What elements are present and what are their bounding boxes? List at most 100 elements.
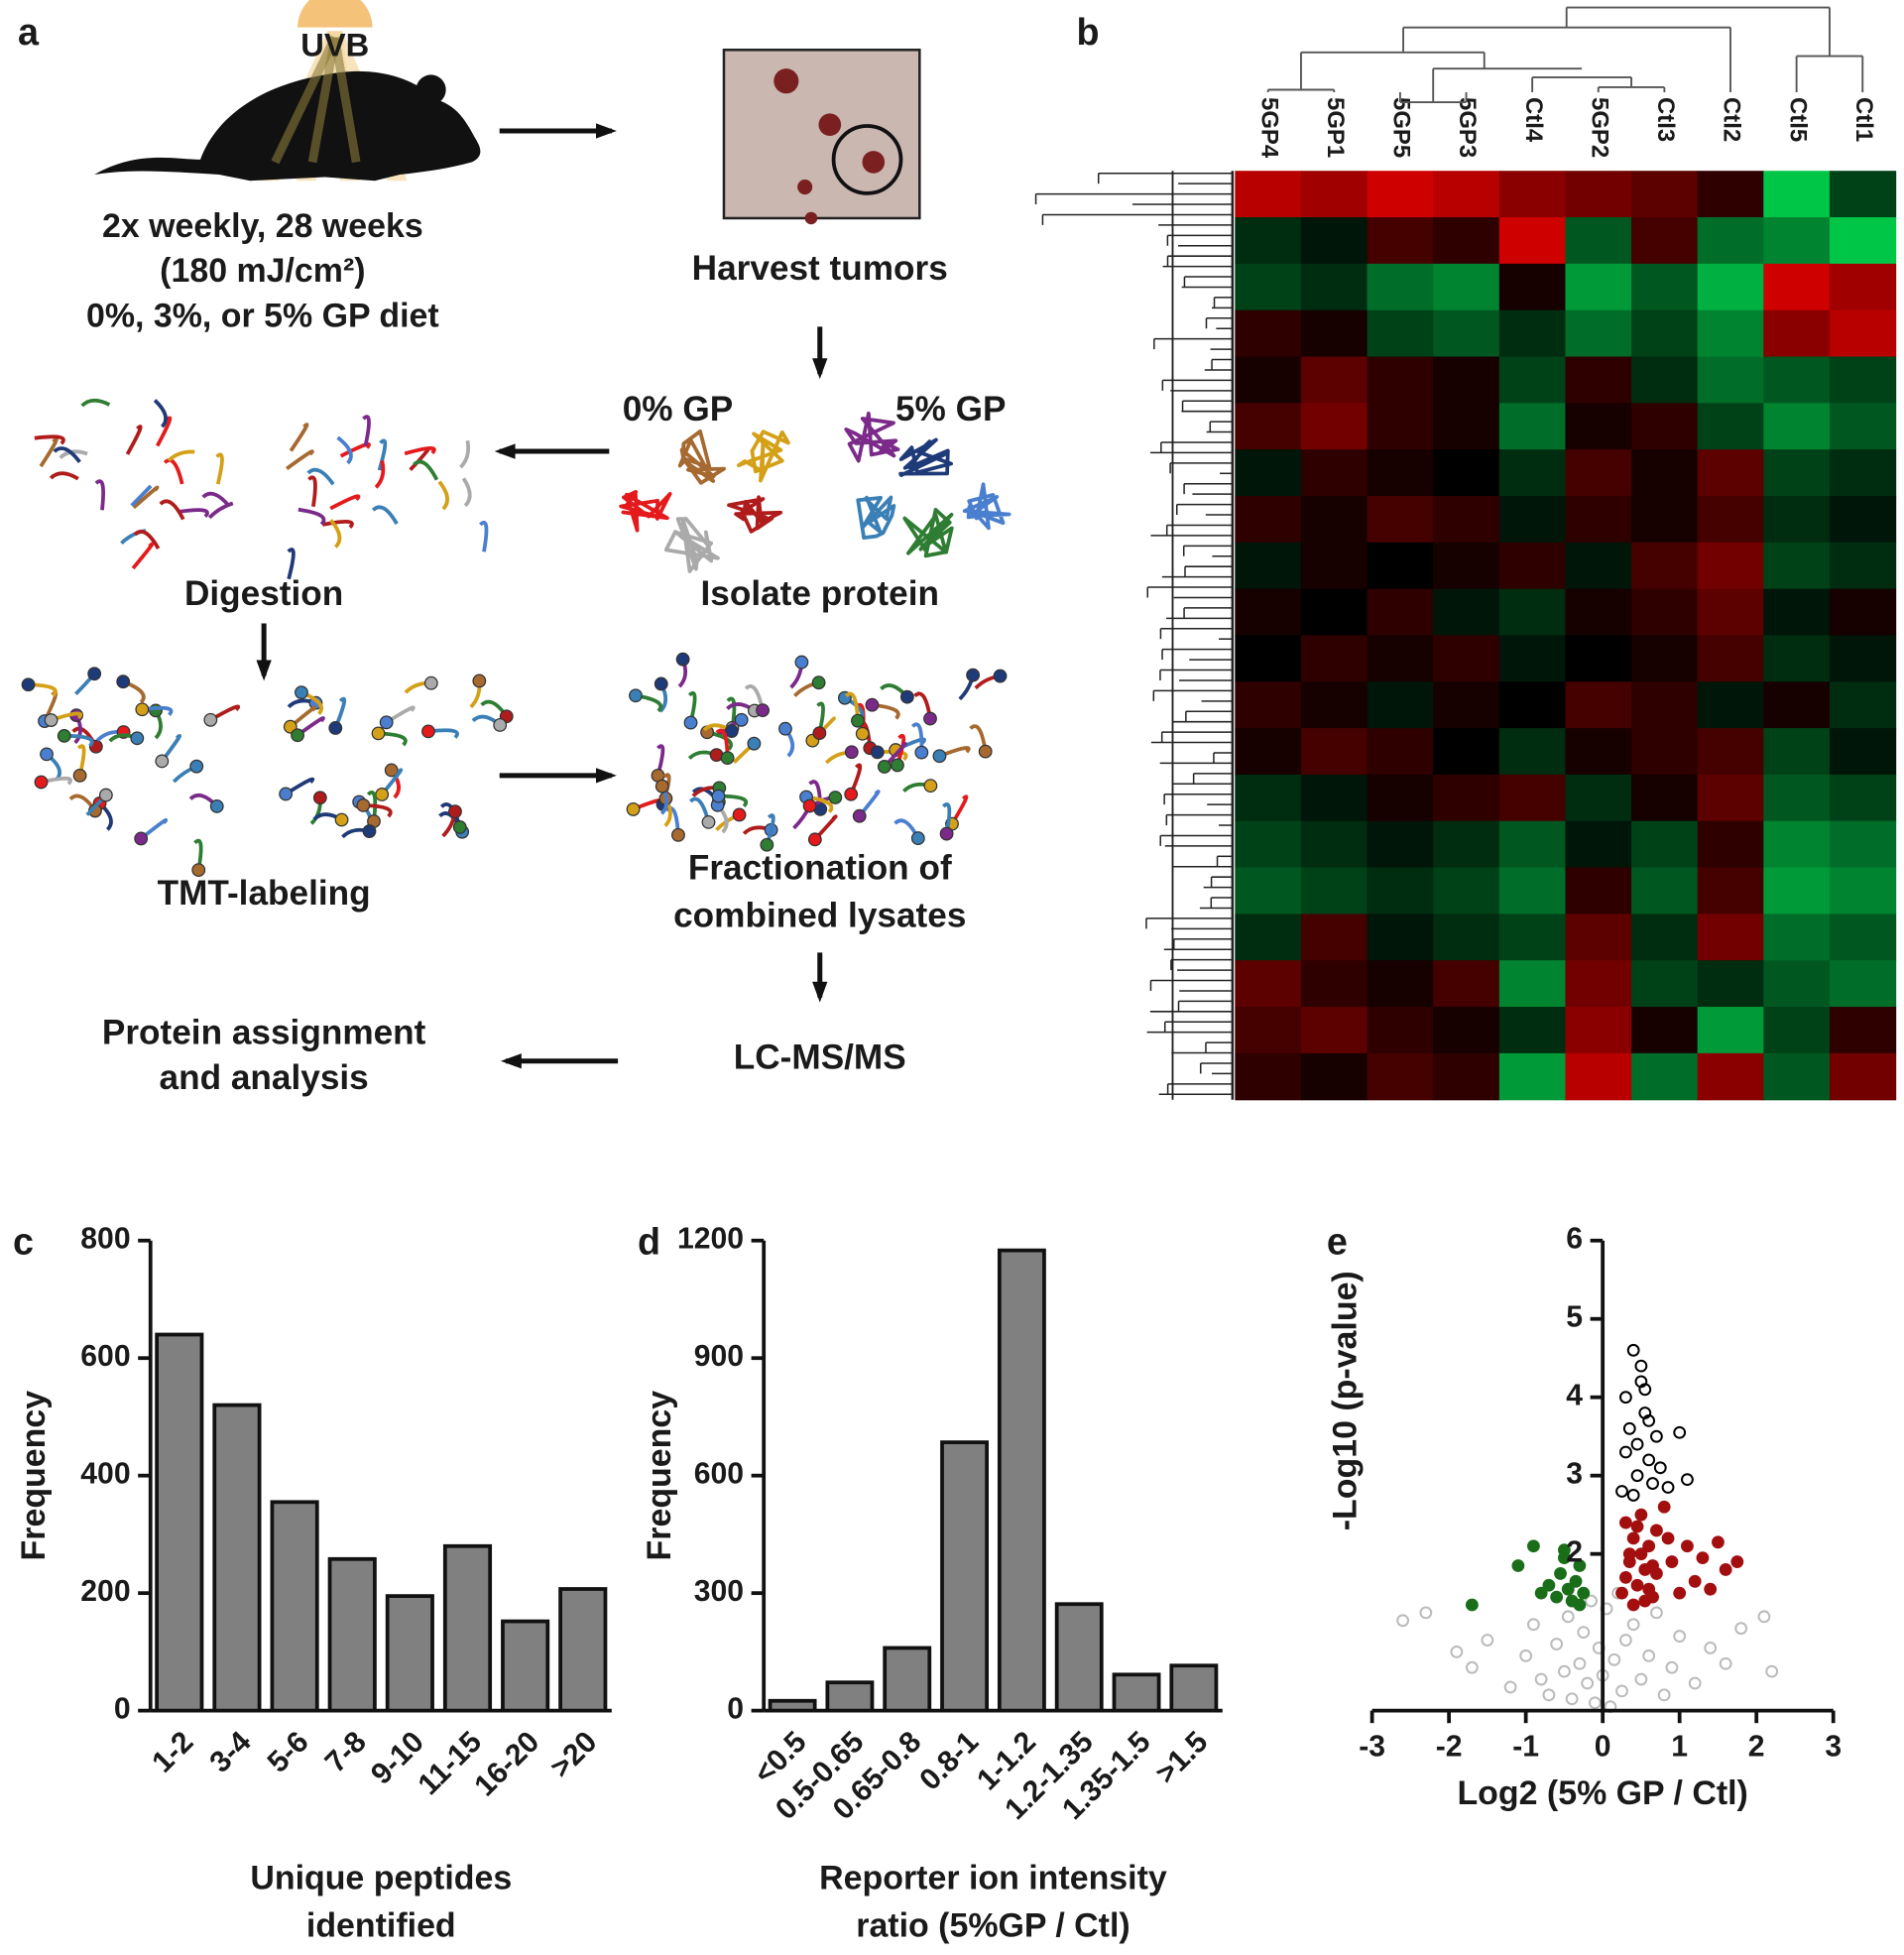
heatmap-cell [1565, 171, 1632, 218]
x-tick-label: >20 [544, 1726, 604, 1785]
heatmap-cell [1235, 356, 1302, 404]
tmt-tag [812, 726, 827, 741]
arrow-head [595, 768, 617, 784]
heatmap-cell [1433, 217, 1500, 265]
scatter-point [1681, 1473, 1694, 1487]
y-tick-label: 4 [1566, 1380, 1583, 1412]
tmt-tag [98, 788, 113, 802]
heatmap-cell [1300, 403, 1368, 450]
scatter-point [1673, 1425, 1687, 1439]
column-label: Ctl3 [1652, 97, 1679, 142]
scatter-point [1630, 1469, 1644, 1483]
scatter-point [1585, 1594, 1598, 1608]
tmt-tag [34, 775, 49, 790]
heatmap-cell [1631, 356, 1699, 404]
heatmap-cell [1763, 449, 1831, 497]
heatmap-cell [1631, 820, 1699, 869]
heatmap-cell [1829, 309, 1897, 358]
scatter-point [1626, 1343, 1640, 1357]
tmt-tag [701, 814, 716, 829]
heatmap-cell [1565, 960, 1632, 1008]
treatment-text: (180 mJ/cm²) [160, 252, 365, 290]
heatmap-cell [1235, 542, 1302, 590]
scatter-point [1503, 1680, 1517, 1694]
scatter-point [1577, 1626, 1591, 1640]
tmt-tag [629, 688, 643, 703]
scatter-point [1650, 1429, 1663, 1443]
heatmap-cell [1697, 309, 1764, 358]
tmt-tag [899, 689, 914, 704]
heatmap-cell [1829, 1052, 1897, 1101]
peptide [215, 452, 224, 485]
peptide [125, 425, 143, 455]
tmt-tag [877, 760, 892, 774]
scatter-point [1626, 1598, 1640, 1612]
scatter-point [1646, 1559, 1659, 1572]
scatter-point [1573, 1598, 1587, 1612]
heatmap-cell [1829, 217, 1897, 265]
tumor [862, 151, 886, 174]
tumor [818, 113, 842, 137]
heatmap-cell [1631, 635, 1699, 682]
heatmap-cell [1433, 1052, 1500, 1101]
heatmap-cell [1498, 263, 1567, 311]
heatmap-cell [1300, 171, 1368, 218]
heatmap-cell [1235, 914, 1302, 961]
heatmap-cell [1829, 914, 1897, 961]
tmt-tag [865, 697, 880, 712]
column-label: Ctl1 [1850, 97, 1877, 142]
scatter-point [1615, 1684, 1628, 1698]
heatmap-cell [1498, 1052, 1567, 1101]
heatmap-cell [1235, 403, 1302, 450]
heatmap-cell [1697, 867, 1764, 916]
scatter-point [1630, 1437, 1644, 1451]
column-label: 5GP3 [1454, 97, 1481, 158]
column-label: Ctl2 [1719, 97, 1745, 142]
y-tick-label: 0 [114, 1693, 131, 1726]
heatmap-cell [1235, 217, 1302, 265]
heatmap-cell [1498, 820, 1567, 869]
scatter-point [1626, 1531, 1640, 1545]
protein-tangle [856, 495, 896, 541]
heatmap-cell [1565, 635, 1632, 682]
scatter-point [1657, 1500, 1671, 1514]
arrow-head [812, 981, 828, 1003]
panel-label: a [18, 11, 40, 53]
y-tick-label: 5 [1566, 1301, 1583, 1334]
heatmap-cell [1235, 263, 1302, 311]
heatmap-cell [1763, 309, 1831, 358]
tmt-tag [472, 673, 487, 688]
heatmap-cell [1631, 495, 1699, 544]
tumor [797, 180, 813, 195]
heatmap-cell [1367, 309, 1434, 358]
x-tick-label: -2 [1436, 1730, 1463, 1763]
peptide [437, 480, 449, 511]
peptide [39, 437, 59, 468]
heatmap-cell [1697, 960, 1764, 1008]
peptide [94, 479, 105, 511]
heatmap-cell [1367, 728, 1434, 776]
heatmap-cell [1631, 309, 1699, 358]
tmt-tag [807, 832, 822, 847]
heatmap-cell [1367, 588, 1434, 637]
scatter-point [1634, 1508, 1648, 1522]
scatter-point [1561, 1610, 1575, 1624]
heatmap-cell [1300, 449, 1368, 497]
tmt-tag [209, 798, 224, 813]
y-tick-label: 900 [694, 1340, 744, 1373]
x-tick-label: 1 [1671, 1730, 1688, 1763]
heatmap-cell [1235, 495, 1302, 544]
heatmap-cell [1498, 728, 1567, 776]
uvb-glow [298, 0, 373, 28]
heatmap-cell [1763, 403, 1831, 450]
column-label: Ctl5 [1784, 97, 1811, 142]
scatter-point [1542, 1688, 1556, 1702]
arrow-head [812, 358, 828, 380]
bar [385, 1594, 434, 1713]
scatter-point [1661, 1531, 1675, 1545]
tmt-tag [966, 668, 981, 682]
bar [270, 1500, 319, 1713]
scatter-point [1619, 1445, 1632, 1459]
tmt-tag [452, 819, 467, 834]
scatter-point [1688, 1676, 1702, 1690]
